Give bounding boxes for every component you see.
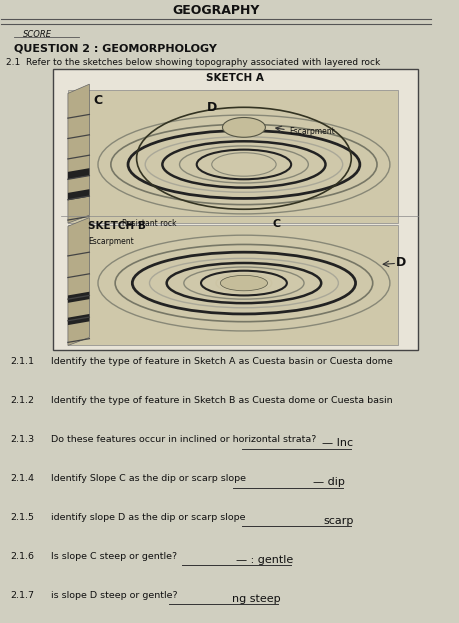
Text: Escarpment: Escarpment bbox=[289, 127, 335, 136]
Ellipse shape bbox=[220, 275, 268, 291]
Bar bbox=[53, 69, 418, 350]
Polygon shape bbox=[68, 189, 90, 200]
Text: 2.1.3: 2.1.3 bbox=[10, 435, 34, 444]
Text: scarp: scarp bbox=[323, 516, 353, 526]
Text: Identify the type of feature in Sketch B as Cuesta dome or Cuesta basin: Identify the type of feature in Sketch B… bbox=[51, 396, 392, 405]
Text: C: C bbox=[94, 94, 102, 107]
Polygon shape bbox=[68, 217, 90, 346]
Text: — dip: — dip bbox=[313, 477, 345, 487]
Text: is slope D steep or gentle?: is slope D steep or gentle? bbox=[51, 591, 177, 600]
Text: D: D bbox=[207, 100, 217, 113]
Text: D: D bbox=[396, 255, 406, 269]
Text: QUESTION 2 : GEOMORPHOLOGY: QUESTION 2 : GEOMORPHOLOGY bbox=[14, 44, 217, 54]
Text: 2.1.5: 2.1.5 bbox=[10, 513, 34, 522]
Text: SKETCH B: SKETCH B bbox=[89, 221, 146, 231]
Text: — Inc: — Inc bbox=[322, 438, 353, 448]
Text: C: C bbox=[272, 219, 280, 229]
Text: Escarpment: Escarpment bbox=[88, 237, 134, 245]
Text: Identify the type of feature in Sketch A as Cuesta basin or Cuesta dome: Identify the type of feature in Sketch A… bbox=[51, 357, 392, 366]
Text: identify slope D as the dip or scarp slope: identify slope D as the dip or scarp slo… bbox=[51, 513, 245, 522]
Text: 2.1.4: 2.1.4 bbox=[10, 474, 34, 483]
Text: Do these features occur in inclined or horizontal strata?: Do these features occur in inclined or h… bbox=[51, 435, 316, 444]
Text: Identify Slope C as the dip or scarp slope: Identify Slope C as the dip or scarp slo… bbox=[51, 474, 246, 483]
Text: 2.1  Refer to the sketches below showing topography associated with layered rock: 2.1 Refer to the sketches below showing … bbox=[6, 57, 380, 67]
Text: ng steep: ng steep bbox=[232, 594, 280, 604]
Text: 2.1.6: 2.1.6 bbox=[10, 552, 34, 561]
Text: 2.1.7: 2.1.7 bbox=[10, 591, 34, 600]
Text: — : gentle: — : gentle bbox=[236, 555, 293, 565]
Polygon shape bbox=[68, 292, 90, 303]
Text: 2.1.1: 2.1.1 bbox=[10, 357, 34, 366]
Text: SKETCH A: SKETCH A bbox=[207, 73, 264, 83]
Text: GEOGRAPHY: GEOGRAPHY bbox=[172, 4, 260, 17]
Ellipse shape bbox=[223, 118, 265, 137]
FancyBboxPatch shape bbox=[68, 90, 398, 223]
Text: Resistant rock: Resistant rock bbox=[122, 219, 177, 228]
Text: SCORE: SCORE bbox=[23, 30, 52, 39]
Text: 2.1.2: 2.1.2 bbox=[10, 396, 34, 405]
Polygon shape bbox=[68, 168, 90, 179]
Polygon shape bbox=[68, 314, 90, 325]
Text: Is slope C steep or gentle?: Is slope C steep or gentle? bbox=[51, 552, 177, 561]
FancyBboxPatch shape bbox=[68, 225, 398, 346]
Polygon shape bbox=[68, 84, 90, 223]
